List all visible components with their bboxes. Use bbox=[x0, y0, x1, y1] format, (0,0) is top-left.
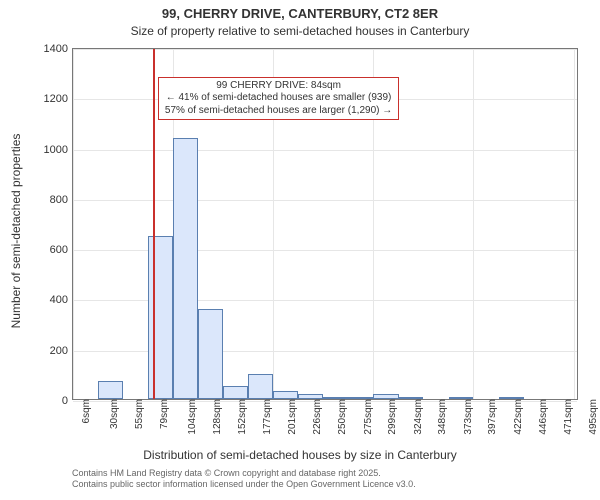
histogram-bar bbox=[173, 138, 198, 399]
x-tick-label: 55sqm bbox=[131, 399, 145, 429]
y-tick-label: 1200 bbox=[44, 93, 73, 105]
attribution-footer: Contains HM Land Registry data © Crown c… bbox=[0, 468, 600, 491]
x-tick-label: 104sqm bbox=[184, 399, 198, 435]
histogram-bar bbox=[198, 309, 223, 400]
y-tick-label: 0 bbox=[62, 395, 73, 407]
chart-subtitle: Size of property relative to semi-detach… bbox=[0, 24, 600, 38]
histogram-bar bbox=[148, 236, 174, 399]
y-tick-label: 1000 bbox=[44, 144, 73, 156]
y-tick-label: 400 bbox=[50, 294, 73, 306]
footer-line2: Contains public sector information licen… bbox=[72, 479, 600, 490]
x-tick-label: 275sqm bbox=[359, 399, 373, 435]
x-tick-label: 324sqm bbox=[410, 399, 424, 435]
annotation-line: 99 CHERRY DRIVE: 84sqm bbox=[165, 80, 392, 93]
x-tick-label: 299sqm bbox=[384, 399, 398, 435]
gridline-h bbox=[73, 200, 577, 201]
footer-line1: Contains HM Land Registry data © Crown c… bbox=[72, 468, 600, 479]
annotation-box: 99 CHERRY DRIVE: 84sqm← 41% of semi-deta… bbox=[158, 77, 399, 121]
x-tick-label: 30sqm bbox=[106, 399, 120, 429]
annotation-line: ← 41% of semi-detached houses are smalle… bbox=[165, 92, 392, 105]
x-tick-label: 446sqm bbox=[534, 399, 548, 435]
y-tick-label: 200 bbox=[50, 345, 73, 357]
y-tick-label: 600 bbox=[50, 244, 73, 256]
gridline-v bbox=[574, 49, 575, 399]
histogram-bar bbox=[273, 391, 299, 399]
x-tick-label: 201sqm bbox=[284, 399, 298, 435]
y-axis-title: Number of semi-detached properties bbox=[9, 55, 23, 407]
reference-line bbox=[153, 49, 155, 399]
x-tick-label: 422sqm bbox=[510, 399, 524, 435]
histogram-bar bbox=[223, 386, 249, 399]
x-tick-label: 128sqm bbox=[209, 399, 223, 435]
gridline-h bbox=[73, 49, 577, 50]
x-tick-label: 226sqm bbox=[309, 399, 323, 435]
x-tick-label: 152sqm bbox=[233, 399, 247, 435]
x-tick-label: 6sqm bbox=[78, 399, 92, 423]
gridline-v bbox=[73, 49, 74, 399]
y-tick-label: 800 bbox=[50, 194, 73, 206]
histogram-bar bbox=[248, 374, 273, 399]
x-tick-label: 177sqm bbox=[259, 399, 273, 435]
histogram-bar bbox=[98, 381, 124, 399]
gridline-h bbox=[73, 150, 577, 151]
x-tick-label: 79sqm bbox=[156, 399, 170, 429]
x-tick-label: 471sqm bbox=[560, 399, 574, 435]
x-tick-label: 397sqm bbox=[484, 399, 498, 435]
gridline-h bbox=[73, 401, 577, 402]
x-axis-title: Distribution of semi-detached houses by … bbox=[0, 448, 600, 462]
x-tick-label: 250sqm bbox=[334, 399, 348, 435]
chart-title-line1: 99, CHERRY DRIVE, CANTERBURY, CT2 8ER bbox=[0, 6, 600, 21]
plot-area: 020040060080010001200140099 CHERRY DRIVE… bbox=[72, 48, 578, 400]
x-tick-label: 373sqm bbox=[460, 399, 474, 435]
y-tick-label: 1400 bbox=[44, 43, 73, 55]
gridline-v bbox=[473, 49, 474, 399]
x-tick-label: 348sqm bbox=[434, 399, 448, 435]
annotation-line: 57% of semi-detached houses are larger (… bbox=[165, 105, 392, 118]
x-tick-label: 495sqm bbox=[585, 399, 599, 435]
